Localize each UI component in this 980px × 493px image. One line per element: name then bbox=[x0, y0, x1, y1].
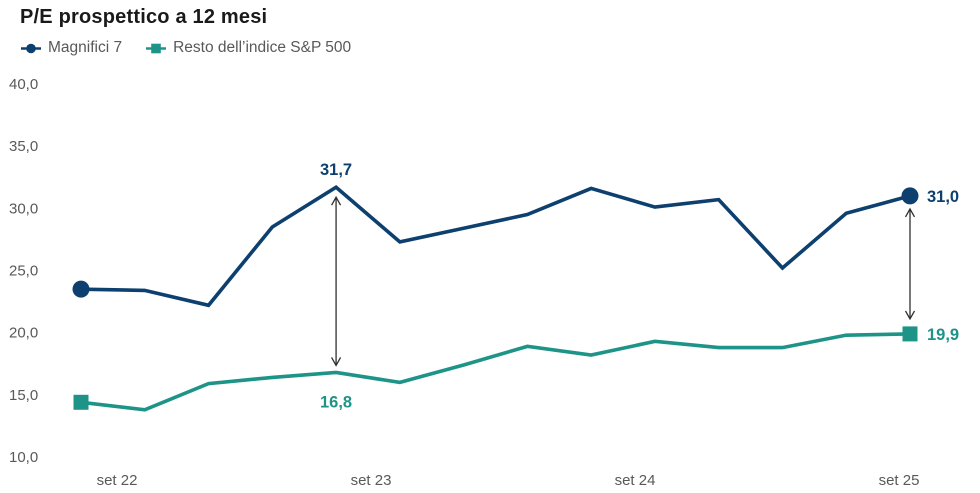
x-axis-label: set 22 bbox=[97, 472, 138, 489]
x-axis-label: set 25 bbox=[879, 472, 920, 489]
endpoint-square-marker-resto-dell-indice-s-p-500 bbox=[73, 394, 89, 410]
endpoint-circle-marker-magnifici-7 bbox=[72, 280, 90, 298]
y-tick-label: 30,0 bbox=[9, 200, 38, 217]
x-axis-label: set 23 bbox=[351, 472, 392, 489]
y-tick-label: 35,0 bbox=[9, 138, 38, 155]
value-label: 19,9 bbox=[927, 326, 959, 344]
series-line-magnifici-7 bbox=[80, 184, 911, 308]
arrowhead-up-icon bbox=[331, 195, 342, 206]
value-label: 16,8 bbox=[320, 393, 352, 411]
x-axis-label: set 24 bbox=[615, 472, 656, 489]
arrowhead-down-icon bbox=[904, 310, 916, 321]
legend-label-magnifici-7: Magnifici 7 bbox=[48, 39, 123, 56]
y-tick-label: 15,0 bbox=[9, 387, 38, 404]
value-label: 31,0 bbox=[927, 188, 959, 206]
y-tick-label: 20,0 bbox=[9, 325, 38, 342]
magnifici-7-legend-marker-icon bbox=[21, 43, 41, 53]
legend-item-resto-sp500: Resto dell’indice S&P 500 bbox=[146, 39, 351, 57]
series-line-resto-dell-indice-s-p-500 bbox=[80, 332, 911, 412]
legend-label-resto-sp500: Resto dell’indice S&P 500 bbox=[173, 39, 352, 56]
value-label: 31,7 bbox=[320, 161, 352, 179]
endpoint-square-marker-resto-dell-indice-s-p-500 bbox=[902, 326, 918, 342]
legend: Magnifici 7 Resto dell’indice S&P 500 bbox=[21, 39, 351, 57]
y-tick-label: 40,0 bbox=[9, 76, 38, 93]
resto-sp500-legend-marker-icon bbox=[146, 43, 167, 53]
y-tick-label: 25,0 bbox=[9, 263, 38, 280]
legend-item-magnifici-7: Magnifici 7 bbox=[21, 39, 122, 57]
arrowhead-down-icon bbox=[331, 357, 342, 367]
endpoint-circle-marker-magnifici-7 bbox=[901, 187, 919, 205]
y-tick-label: 10,0 bbox=[9, 449, 38, 466]
chart-title: P/E prospettico a 12 mesi bbox=[20, 6, 268, 28]
arrowhead-up-icon bbox=[904, 207, 916, 218]
